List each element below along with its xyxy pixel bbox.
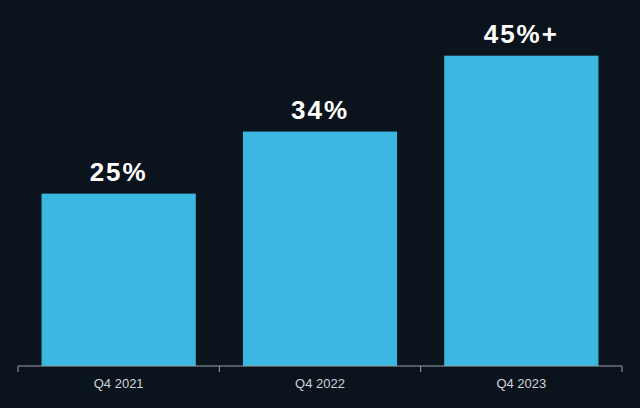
x-tick-label: Q4 2021	[94, 376, 144, 391]
data-label: 25%	[90, 157, 148, 187]
bar	[243, 132, 397, 366]
x-tick-label: Q4 2023	[496, 376, 546, 391]
chart: Q4 2021 Q4 2022 Q4 2023 25% 34% 45%+	[0, 0, 640, 408]
x-tick-label: Q4 2022	[295, 376, 345, 391]
x-axis	[18, 366, 622, 372]
bar	[444, 56, 598, 366]
background	[0, 0, 640, 408]
data-label: 34%	[291, 95, 349, 125]
bar	[42, 194, 196, 366]
bars	[42, 56, 599, 366]
data-label: 45%+	[484, 19, 559, 49]
